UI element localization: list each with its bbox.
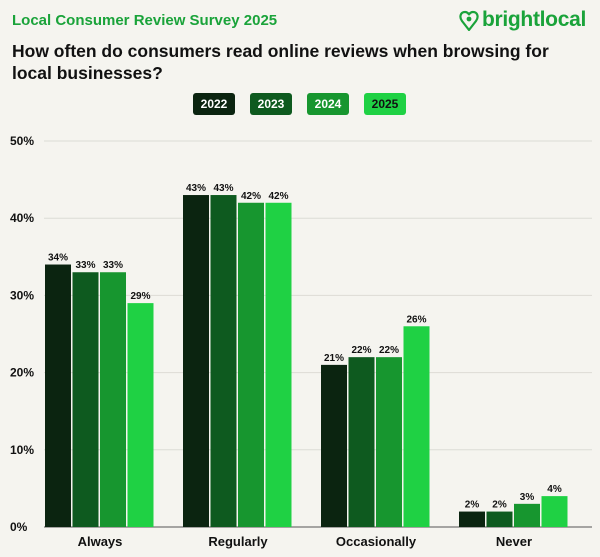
chart-question: How often do consumers read online revie… [12, 41, 549, 83]
data-label: 2% [492, 500, 507, 511]
data-label: 2% [465, 500, 480, 511]
data-label: 34% [48, 253, 68, 264]
category-label-always: Always [78, 534, 123, 549]
bar-always-2024 [100, 272, 126, 527]
bar-occasionally-2023 [348, 357, 375, 527]
data-label: 42% [268, 191, 288, 202]
brand-name: brightlocal [481, 8, 586, 31]
bar-occasionally-2025 [403, 326, 430, 527]
legend: 2022 2023 2024 2025 [193, 93, 406, 115]
data-label: 22% [351, 345, 371, 356]
y-tick-label: 40% [10, 211, 34, 225]
bar-regularly-2023 [210, 195, 237, 528]
data-label: 26% [406, 314, 426, 325]
data-label: 21% [324, 353, 344, 364]
legend-item-2023: 2023 [250, 93, 292, 115]
brand-logo: brightlocal [459, 8, 586, 32]
survey-title: Local Consumer Review Survey 2025 [12, 12, 278, 29]
bar-never-2025 [541, 496, 568, 527]
data-label: 33% [75, 260, 95, 271]
bar-regularly-2022 [183, 195, 209, 528]
category-label-occasionally: Occasionally [336, 534, 417, 549]
bar-always-2023 [72, 272, 99, 527]
bar-occasionally-2024 [376, 357, 402, 527]
bar-occasionally-2022 [321, 364, 347, 527]
data-label: 33% [103, 260, 123, 271]
bar-never-2023 [486, 511, 513, 527]
data-label: 3% [520, 492, 535, 503]
y-tick-label: 20% [10, 366, 34, 380]
data-label: 29% [130, 291, 150, 302]
legend-item-2024: 2024 [307, 93, 349, 115]
y-tick-label: 10% [10, 443, 34, 457]
y-tick-label: 0% [10, 520, 28, 534]
data-label: 22% [379, 345, 399, 356]
bar-always-2025 [127, 303, 154, 527]
legend-item-2025: 2025 [364, 93, 406, 115]
category-label-regularly: Regularly [208, 534, 268, 549]
category-label-never: Never [496, 534, 532, 549]
y-tick-label: 30% [10, 288, 34, 302]
bar-never-2024 [514, 503, 540, 527]
bar-regularly-2025 [265, 202, 292, 527]
data-label: 43% [213, 183, 233, 194]
legend-item-2022: 2022 [193, 93, 235, 115]
data-label: 43% [186, 183, 206, 194]
bar-always-2022 [45, 264, 71, 527]
y-tick-label: 50% [10, 134, 34, 148]
data-label: 42% [241, 191, 261, 202]
bar-regularly-2024 [238, 202, 264, 527]
heart-pin-icon [459, 10, 479, 31]
bar-never-2022 [459, 511, 485, 527]
data-label: 4% [547, 484, 562, 495]
